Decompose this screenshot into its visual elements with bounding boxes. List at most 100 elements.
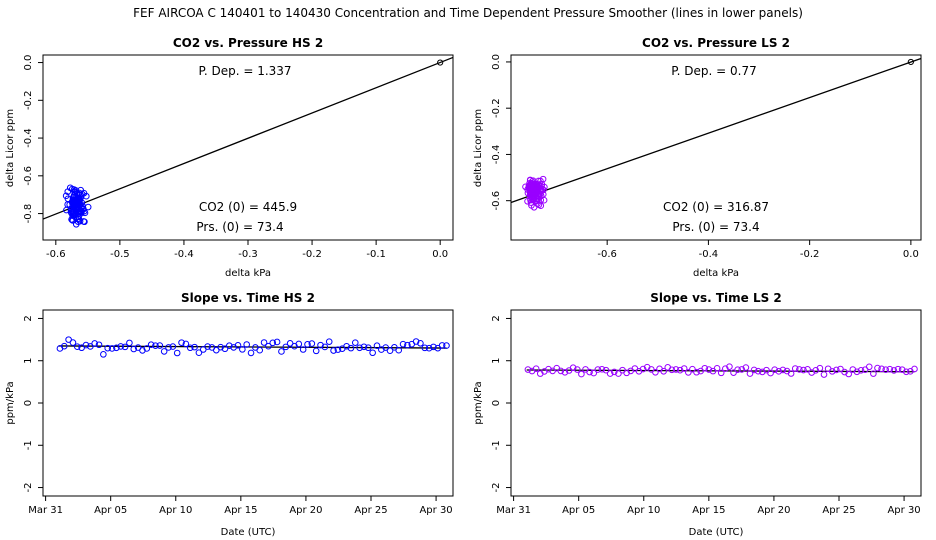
data-point bbox=[841, 368, 848, 376]
data-point bbox=[312, 347, 320, 355]
data-point bbox=[425, 344, 433, 352]
data-point bbox=[304, 341, 311, 348]
data-point bbox=[668, 366, 676, 374]
x-tick-label: -0.3 bbox=[238, 249, 258, 260]
data-point bbox=[526, 180, 533, 187]
x-tick-label: Apr 10 bbox=[627, 505, 660, 516]
data-point bbox=[787, 370, 795, 377]
data-point bbox=[878, 365, 885, 373]
y-tick-label: 0.0 bbox=[491, 54, 502, 70]
x-tick-label: -0.5 bbox=[110, 249, 130, 260]
data-point bbox=[689, 365, 696, 373]
y-axis: 0.0 -0.2 -0.4 -0.6 bbox=[491, 54, 511, 210]
data-point bbox=[886, 365, 894, 373]
data-point bbox=[64, 201, 71, 208]
x-tick-label: Apr 05 bbox=[562, 505, 595, 516]
data-point bbox=[95, 341, 103, 349]
y-tick-label: 2 bbox=[491, 315, 502, 321]
y-tick-label: -0.2 bbox=[23, 91, 34, 111]
data-point bbox=[569, 364, 577, 371]
data-point bbox=[173, 349, 181, 357]
plot-data bbox=[42, 56, 454, 228]
data-point bbox=[870, 370, 877, 377]
data-point bbox=[130, 345, 138, 353]
y-tick-label: -1 bbox=[23, 440, 34, 450]
data-point bbox=[321, 343, 329, 351]
data-point bbox=[199, 346, 207, 353]
data-point bbox=[532, 197, 539, 205]
panel-co2-vs-pressure-hs: CO2 vs. Pressure HS 2 -0.6 -0.5 -0.4 -0.3 -0… bbox=[5, 36, 454, 279]
data-point bbox=[660, 367, 667, 375]
x-tick-label: -0.6 bbox=[597, 249, 617, 260]
data-point bbox=[561, 368, 569, 376]
data-point bbox=[738, 366, 746, 373]
y-axis: -2 -1 0 1 2 bbox=[23, 315, 43, 493]
panel-slope-vs-time-ls: Slope vs. Time LS 2 Mar 31 Apr 05 Apr 10 Ap… bbox=[473, 291, 922, 538]
y-tick-label: -0.4 bbox=[23, 128, 34, 148]
panel-title: Slope vs. Time LS 2 bbox=[650, 291, 782, 305]
data-point bbox=[69, 208, 76, 215]
data-point bbox=[273, 338, 281, 346]
data-point bbox=[121, 343, 129, 351]
data-point bbox=[113, 344, 120, 352]
y-tick-label: 1 bbox=[23, 358, 34, 364]
y-tick-label: -0.6 bbox=[23, 166, 34, 186]
data-point bbox=[526, 192, 534, 199]
x-axis: -0.6 -0.5 -0.4 -0.3 -0.2 -0.1 0.0 bbox=[46, 240, 448, 260]
data-point bbox=[80, 218, 88, 225]
x-tick-label: -0.2 bbox=[302, 249, 322, 260]
x-tick-label: Apr 15 bbox=[224, 505, 257, 516]
data-point bbox=[833, 366, 840, 374]
data-point bbox=[191, 343, 198, 351]
data-point bbox=[590, 369, 598, 377]
data-point bbox=[108, 345, 116, 352]
panel-title: CO2 vs. Pressure LS 2 bbox=[642, 36, 790, 50]
data-point bbox=[791, 365, 799, 372]
data-point bbox=[796, 366, 803, 373]
data-point bbox=[779, 366, 787, 374]
data-point bbox=[533, 183, 540, 190]
prs-zero-annotation: Prs. (0) = 73.4 bbox=[672, 220, 759, 234]
x-axis-label: Date (UTC) bbox=[221, 527, 276, 538]
data-point bbox=[356, 344, 363, 352]
data-point bbox=[639, 365, 647, 373]
data-point bbox=[178, 339, 185, 346]
data-point bbox=[83, 192, 90, 200]
fit-line bbox=[510, 57, 922, 204]
data-point bbox=[217, 343, 224, 351]
y-axis: 0.0 -0.2 -0.4 -0.6 -0.8 bbox=[23, 55, 43, 223]
data-point bbox=[82, 341, 90, 349]
data-point bbox=[606, 370, 614, 377]
data-point bbox=[713, 364, 721, 372]
data-point bbox=[330, 347, 337, 354]
data-point bbox=[602, 366, 610, 374]
data-point bbox=[221, 345, 229, 353]
data-point bbox=[399, 340, 407, 348]
data-point bbox=[417, 340, 424, 347]
data-point bbox=[278, 348, 285, 355]
data-point bbox=[195, 349, 203, 356]
data-point bbox=[79, 205, 87, 212]
data-point bbox=[573, 366, 581, 373]
data-point bbox=[524, 366, 532, 373]
data-point bbox=[623, 369, 630, 377]
data-point bbox=[557, 367, 565, 375]
data-point bbox=[104, 344, 111, 352]
data-point bbox=[160, 348, 168, 355]
data-point bbox=[239, 346, 246, 353]
data-point bbox=[680, 365, 688, 372]
y-tick-label: -0.6 bbox=[491, 191, 502, 211]
data-point bbox=[676, 366, 684, 374]
data-point bbox=[182, 340, 190, 348]
data-point bbox=[705, 366, 713, 373]
data-point bbox=[317, 341, 324, 349]
data-point bbox=[816, 364, 824, 372]
data-point bbox=[204, 343, 211, 350]
x-tick-label: Mar 31 bbox=[28, 505, 63, 516]
plot-box bbox=[510, 54, 922, 241]
data-point bbox=[857, 367, 865, 374]
plot-data bbox=[524, 363, 918, 378]
data-point bbox=[66, 184, 74, 192]
data-point bbox=[74, 201, 82, 208]
